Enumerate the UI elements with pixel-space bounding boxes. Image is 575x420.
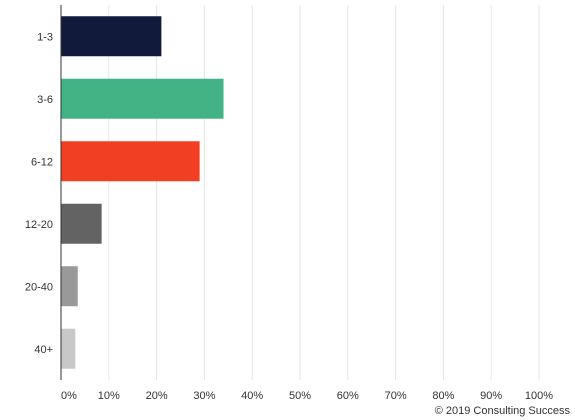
bar-6-12 <box>61 141 200 182</box>
x-tick-label: 30% <box>193 390 215 402</box>
x-tick-label: 50% <box>289 390 311 402</box>
bar-12-20 <box>61 203 102 244</box>
x-tick-label: 60% <box>337 390 359 402</box>
category-labels: 1-3 3-6 6-12 12-20 20-40 40+ <box>25 31 53 356</box>
x-tick-label: 10% <box>98 390 120 402</box>
x-tick-label: 70% <box>385 390 407 402</box>
x-tick-label: 40% <box>241 390 263 402</box>
x-tick-label: 0% <box>61 390 77 402</box>
x-tick-label: 100% <box>525 390 553 402</box>
category-label: 12-20 <box>25 219 53 231</box>
x-tick-label: 20% <box>146 390 168 402</box>
bar-3-6 <box>61 78 224 119</box>
category-label: 1-3 <box>37 31 53 43</box>
category-label: 20-40 <box>25 281 53 293</box>
bar-20-40 <box>61 266 78 307</box>
x-tick-label: 90% <box>480 390 502 402</box>
x-tick-labels: 0% 10% 20% 30% 40% 50% 60% 70% 80% 90% 100% <box>61 390 553 402</box>
gridlines <box>108 5 540 380</box>
category-label: 40+ <box>34 344 53 356</box>
x-tick-label: 80% <box>432 390 454 402</box>
bars <box>61 16 224 369</box>
bar-40+ <box>61 328 76 369</box>
category-label: 3-6 <box>37 94 53 106</box>
bar-1-3 <box>61 16 162 57</box>
category-label: 6-12 <box>31 156 53 168</box>
copyright-credit: © 2019 Consulting Success <box>435 405 571 417</box>
